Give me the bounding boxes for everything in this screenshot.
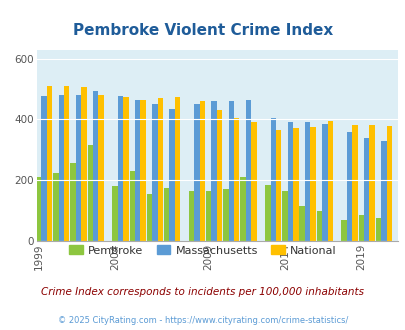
Bar <box>369 125 374 241</box>
Bar <box>358 215 363 241</box>
Bar <box>146 194 152 241</box>
Bar <box>240 177 245 241</box>
Bar <box>188 191 194 241</box>
Bar <box>287 122 292 241</box>
Bar <box>70 163 76 241</box>
Bar <box>199 101 205 241</box>
Bar <box>140 100 145 241</box>
Bar <box>363 138 369 241</box>
Bar <box>87 145 93 241</box>
Bar <box>41 96 47 241</box>
Bar <box>152 104 157 241</box>
Bar <box>321 124 327 241</box>
Bar <box>386 126 391 241</box>
Text: © 2025 CityRating.com - https://www.cityrating.com/crime-statistics/: © 2025 CityRating.com - https://www.city… <box>58 315 347 325</box>
Bar <box>216 110 222 241</box>
Bar <box>270 118 275 241</box>
Bar <box>316 211 321 241</box>
Bar <box>304 122 309 241</box>
Bar <box>228 101 233 241</box>
Bar <box>112 186 117 241</box>
Bar <box>205 191 211 241</box>
Bar <box>375 218 380 241</box>
Bar <box>292 128 298 241</box>
Bar <box>275 130 281 241</box>
Bar <box>76 95 81 241</box>
Bar <box>134 100 140 241</box>
Bar <box>281 191 287 241</box>
Bar <box>36 177 41 241</box>
Legend: Pembroke, Massachusetts, National: Pembroke, Massachusetts, National <box>65 241 340 260</box>
Bar <box>352 124 357 241</box>
Bar <box>346 132 352 241</box>
Bar <box>245 100 251 241</box>
Bar <box>264 185 270 241</box>
Bar <box>58 95 64 241</box>
Bar <box>380 141 386 241</box>
Text: Pembroke Violent Crime Index: Pembroke Violent Crime Index <box>72 23 333 38</box>
Bar <box>53 173 58 241</box>
Bar <box>157 98 163 241</box>
Bar <box>211 101 216 241</box>
Bar <box>164 188 169 241</box>
Bar <box>81 87 87 241</box>
Bar <box>64 86 69 241</box>
Bar <box>341 220 346 241</box>
Bar <box>299 206 304 241</box>
Bar <box>251 122 256 241</box>
Bar <box>93 91 98 241</box>
Bar <box>169 109 175 241</box>
Bar <box>194 104 199 241</box>
Bar <box>123 97 128 241</box>
Text: Crime Index corresponds to incidents per 100,000 inhabitants: Crime Index corresponds to incidents per… <box>41 287 364 297</box>
Bar <box>175 97 180 241</box>
Bar <box>222 189 228 241</box>
Bar <box>233 118 239 241</box>
Bar <box>309 127 315 241</box>
Bar <box>117 96 123 241</box>
Bar <box>98 95 104 241</box>
Bar <box>129 171 134 241</box>
Bar <box>327 121 332 241</box>
Bar <box>47 86 52 241</box>
